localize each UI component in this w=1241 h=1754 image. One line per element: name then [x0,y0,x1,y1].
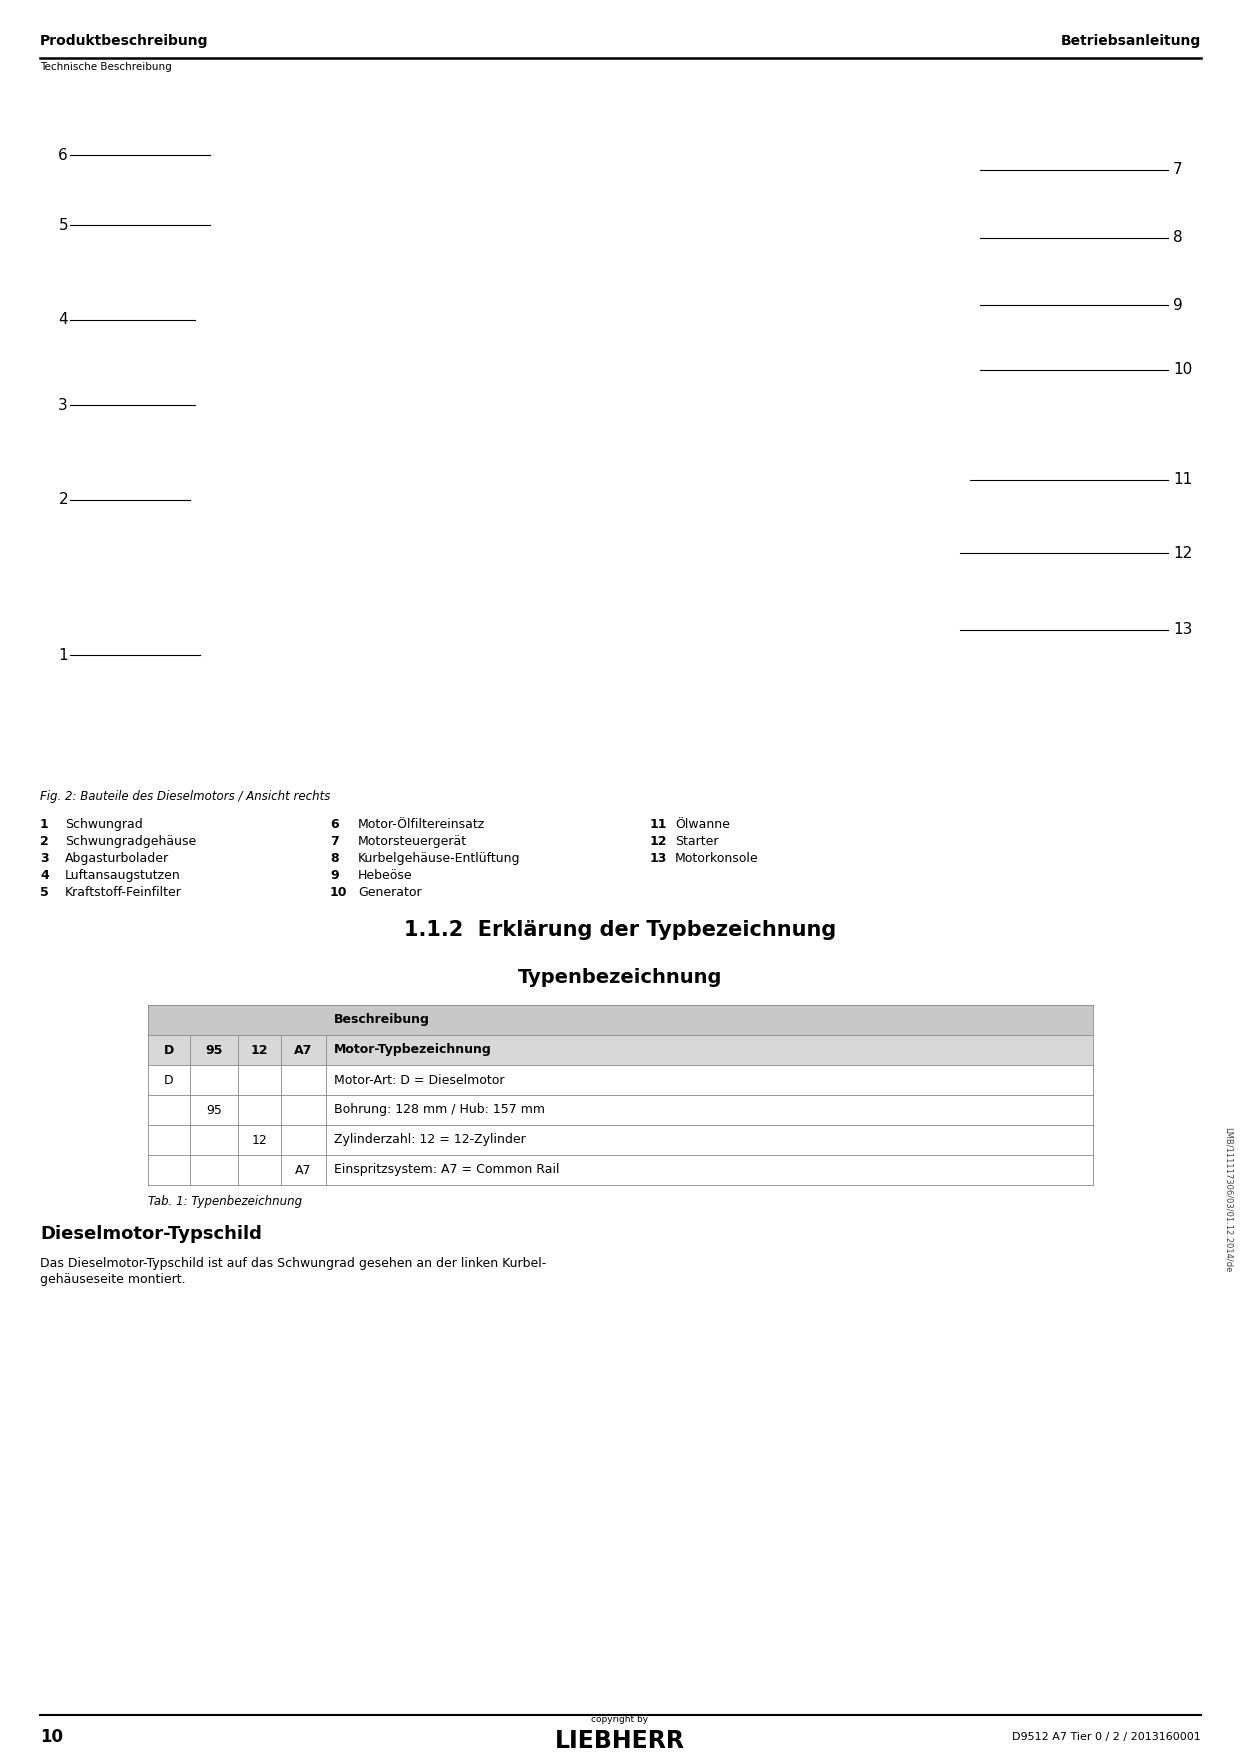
Text: 4: 4 [40,868,48,882]
Text: Kraftstoff-Feinfilter: Kraftstoff-Feinfilter [65,886,182,900]
Text: Luftansaugstutzen: Luftansaugstutzen [65,868,181,882]
Text: 12: 12 [1173,545,1193,561]
Text: 6: 6 [330,817,339,831]
Text: 95: 95 [206,1103,222,1117]
Text: LMB/111117306/03/01.12.2014/de: LMB/111117306/03/01.12.2014/de [1224,1128,1232,1273]
Text: 95: 95 [205,1044,222,1056]
Text: Fig. 2: Bauteile des Dieselmotors / Ansicht rechts: Fig. 2: Bauteile des Dieselmotors / Ansi… [40,789,330,803]
Text: Motorkonsole: Motorkonsole [675,852,758,865]
Text: copyright by: copyright by [592,1715,649,1724]
Text: Motor-Ölfiltereinsatz: Motor-Ölfiltereinsatz [357,817,485,831]
Text: Einspritzsystem: A7 = Common Rail: Einspritzsystem: A7 = Common Rail [334,1163,560,1177]
Text: 1: 1 [58,647,68,663]
Text: gehäuseseite montiert.: gehäuseseite montiert. [40,1273,186,1286]
Text: Ölwanne: Ölwanne [675,817,730,831]
Text: Zylinderzahl: 12 = 12-Zylinder: Zylinderzahl: 12 = 12-Zylinder [334,1133,526,1147]
Bar [148,1124,1093,1154]
Text: 6: 6 [58,147,68,163]
Text: 7: 7 [1173,163,1183,177]
Text: Kurbelgehäuse-Entlüftung: Kurbelgehäuse-Entlüftung [357,852,520,865]
Text: Produktbeschreibung: Produktbeschreibung [40,33,208,47]
Text: 2: 2 [58,493,68,507]
Text: Motor-Art: D = Dieselmotor: Motor-Art: D = Dieselmotor [334,1073,505,1086]
Text: 10: 10 [40,1728,63,1745]
Text: Schwungrad: Schwungrad [65,817,143,831]
Text: LIEBHERR: LIEBHERR [555,1729,685,1752]
Text: Motorsteuergerät: Motorsteuergerät [357,835,467,847]
Text: 1.1.2  Erklärung der Typbezeichnung: 1.1.2 Erklärung der Typbezeichnung [403,921,836,940]
Text: Schwungradgehäuse: Schwungradgehäuse [65,835,196,847]
Bar [148,1005,1093,1035]
Text: 13: 13 [650,852,668,865]
Text: Bohrung: 128 mm / Hub: 157 mm: Bohrung: 128 mm / Hub: 157 mm [334,1103,545,1117]
Text: Beschreibung: Beschreibung [334,1014,429,1026]
Text: Abgasturbolader: Abgasturbolader [65,852,169,865]
Text: Typenbezeichnung: Typenbezeichnung [517,968,722,988]
Text: 11: 11 [1173,472,1193,488]
Text: A7: A7 [295,1163,311,1177]
Text: D: D [164,1044,174,1056]
Text: 2: 2 [40,835,48,847]
Bar [148,1035,1093,1065]
Text: 3: 3 [58,398,68,412]
Text: 12: 12 [252,1133,267,1147]
Text: 10: 10 [1173,363,1193,377]
Text: A7: A7 [294,1044,313,1056]
Text: Hebeöse: Hebeöse [357,868,412,882]
Text: Betriebsanleitung: Betriebsanleitung [1061,33,1201,47]
Text: 3: 3 [40,852,48,865]
Bar [148,1154,1093,1186]
Text: D: D [164,1073,174,1086]
Text: 8: 8 [330,852,339,865]
Text: 12: 12 [650,835,668,847]
Text: D9512 A7 Tier 0 / 2 / 2013160001: D9512 A7 Tier 0 / 2 / 2013160001 [1013,1731,1201,1742]
Text: 9: 9 [1173,298,1183,312]
Text: 12: 12 [251,1044,268,1056]
Text: 1: 1 [40,817,48,831]
Text: Dieselmotor-Typschild: Dieselmotor-Typschild [40,1224,262,1244]
Text: 10: 10 [330,886,347,900]
Text: Technische Beschreibung: Technische Beschreibung [40,61,171,72]
Text: 7: 7 [330,835,339,847]
Bar [148,1065,1093,1094]
Text: 9: 9 [330,868,339,882]
Text: 5: 5 [58,217,68,233]
Text: Das Dieselmotor-Typschild ist auf das Schwungrad gesehen an der linken Kurbel-: Das Dieselmotor-Typschild ist auf das Sc… [40,1258,546,1270]
Text: 4: 4 [58,312,68,328]
Bar [148,1094,1093,1124]
Text: 11: 11 [650,817,668,831]
Text: Tab. 1: Typenbezeichnung: Tab. 1: Typenbezeichnung [148,1194,302,1209]
Text: 13: 13 [1173,623,1193,637]
Text: Starter: Starter [675,835,719,847]
Text: Generator: Generator [357,886,422,900]
Text: Motor-Typbezeichnung: Motor-Typbezeichnung [334,1044,491,1056]
Text: 5: 5 [40,886,48,900]
Text: 8: 8 [1173,230,1183,246]
